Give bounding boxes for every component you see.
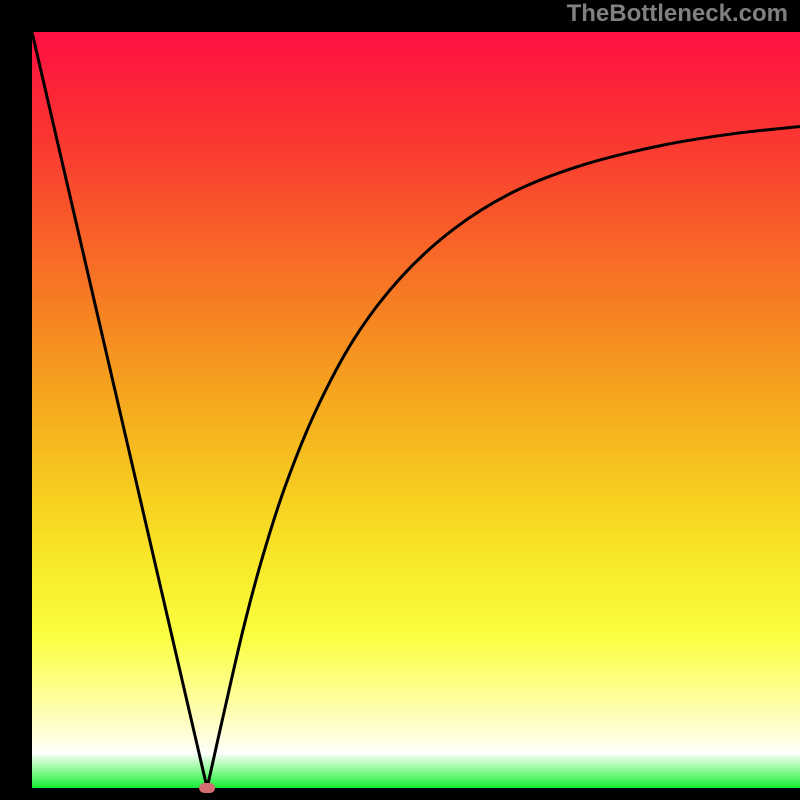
chart-plot-background <box>32 32 800 788</box>
chart-container: TheBottleneck.com <box>0 0 800 800</box>
minimum-marker <box>199 783 215 793</box>
bottleneck-chart <box>0 0 800 800</box>
watermark-text: TheBottleneck.com <box>567 0 788 28</box>
